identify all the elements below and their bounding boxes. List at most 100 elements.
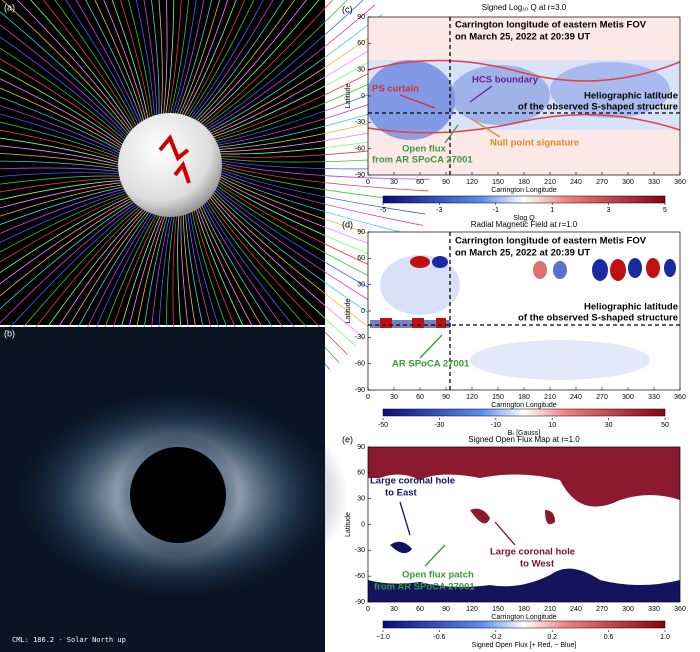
field-line [208,23,389,135]
map-d [368,232,680,390]
annotation: Large coronal hole [370,476,455,487]
field-line [162,0,168,116]
y-tick-label: 60 [357,470,365,477]
y-tick-label: -60 [355,361,365,368]
x-tick-label: 120 [466,606,478,613]
x-tick-label: 300 [622,606,634,613]
field-line [207,14,383,133]
y-tick-label: 30 [357,496,365,503]
colorbar-tick-label: 50 [661,422,669,429]
field-line [0,182,124,209]
x-tick-label: 330 [648,606,660,613]
y-tick-label: -60 [355,573,365,580]
panel-title: Radial Magnetic Field at r=1.0 [471,220,578,229]
field-line [178,0,220,116]
field-line [0,194,130,263]
field-line [219,173,421,238]
field-line [65,0,140,127]
colorbar-tick-label: -50 [378,422,388,429]
field-line [202,0,348,128]
field-line [212,190,379,321]
annotation: on March 25, 2022 at 20:39 UT [455,248,590,259]
x-tick-label: 180 [518,179,530,186]
y-tick-label: -30 [355,119,365,126]
sphere [118,113,222,217]
y-tick-label: -90 [355,172,365,179]
field-line [151,0,160,117]
field-line [0,190,128,243]
y-axis-label: Latitude [345,512,352,537]
x-tick-label: 270 [596,606,608,613]
colorbar-tick-label: 1.0 [660,634,670,641]
field-line [0,197,133,285]
field-line [165,0,175,116]
y-tick-label: 0 [361,93,365,100]
annotation: Large coronal hole [490,547,575,558]
x-tick-label: 180 [518,394,530,401]
y-tick-label: 60 [357,40,365,47]
field-line [0,153,121,168]
field-line [185,0,246,118]
annotation: to East [385,488,418,499]
y-tick-label: -30 [355,547,365,554]
field-line [0,172,121,177]
annotation: PS curtain [372,84,419,95]
field-line [195,0,296,123]
y-tick-label: -90 [355,599,365,606]
colorbar-tick-label: 1 [550,207,554,214]
x-tick-label: 360 [674,179,686,186]
field-line [158,0,163,116]
field-line [210,33,395,136]
x-tick-label: 60 [416,394,424,401]
x-tick-label: 300 [622,394,634,401]
annotation: Open flux [402,144,447,155]
y-tick-label: 60 [357,255,365,262]
field-line [0,203,140,339]
annotation: AR SPoCA 27001 [392,359,470,370]
field-line [128,0,153,119]
x-tick-label: 120 [466,179,478,186]
field-line [219,171,423,226]
colorbar [382,620,666,629]
field-line [0,160,121,170]
x-tick-label: 330 [648,394,660,401]
field-line [0,186,126,226]
field-line [199,0,320,125]
field-line [0,68,125,146]
field-line [0,113,121,157]
colorbar-tick-label: 0.2 [547,634,557,641]
panel-label: (e) [342,434,353,444]
annotation: of the observed S-shaped structure [518,102,678,113]
field-line [0,199,135,297]
field-line [205,4,376,131]
x-axis-label: Carrington Longitude [491,187,556,194]
active-region [158,134,191,184]
colorbar-tick-label: −1.0 [376,634,390,641]
field-line [0,188,127,234]
field-line [193,0,285,122]
field-line [0,177,122,193]
x-tick-label: 150 [492,606,504,613]
field-line [135,0,155,118]
field-line [191,0,274,121]
x-tick-label: 0 [366,606,370,613]
field-line [0,202,138,324]
field-line [219,164,429,192]
field-line [211,192,372,330]
field-line [85,0,143,124]
panel-label: (b) [4,328,15,338]
field-line [214,186,393,301]
field-line [0,184,125,217]
x-tick-label: 270 [596,179,608,186]
y-tick-label: 0 [361,308,365,315]
field-line [213,188,386,311]
y-tick-label: 0 [361,521,365,528]
colorbar-tick-label: -5 [380,207,386,214]
colorbar-tick-label: -30 [434,422,444,429]
panel-label: (c) [342,4,353,14]
x-tick-label: 360 [674,394,686,401]
x-tick-label: 150 [492,179,504,186]
field-line [197,0,307,124]
field-line [103,0,147,122]
